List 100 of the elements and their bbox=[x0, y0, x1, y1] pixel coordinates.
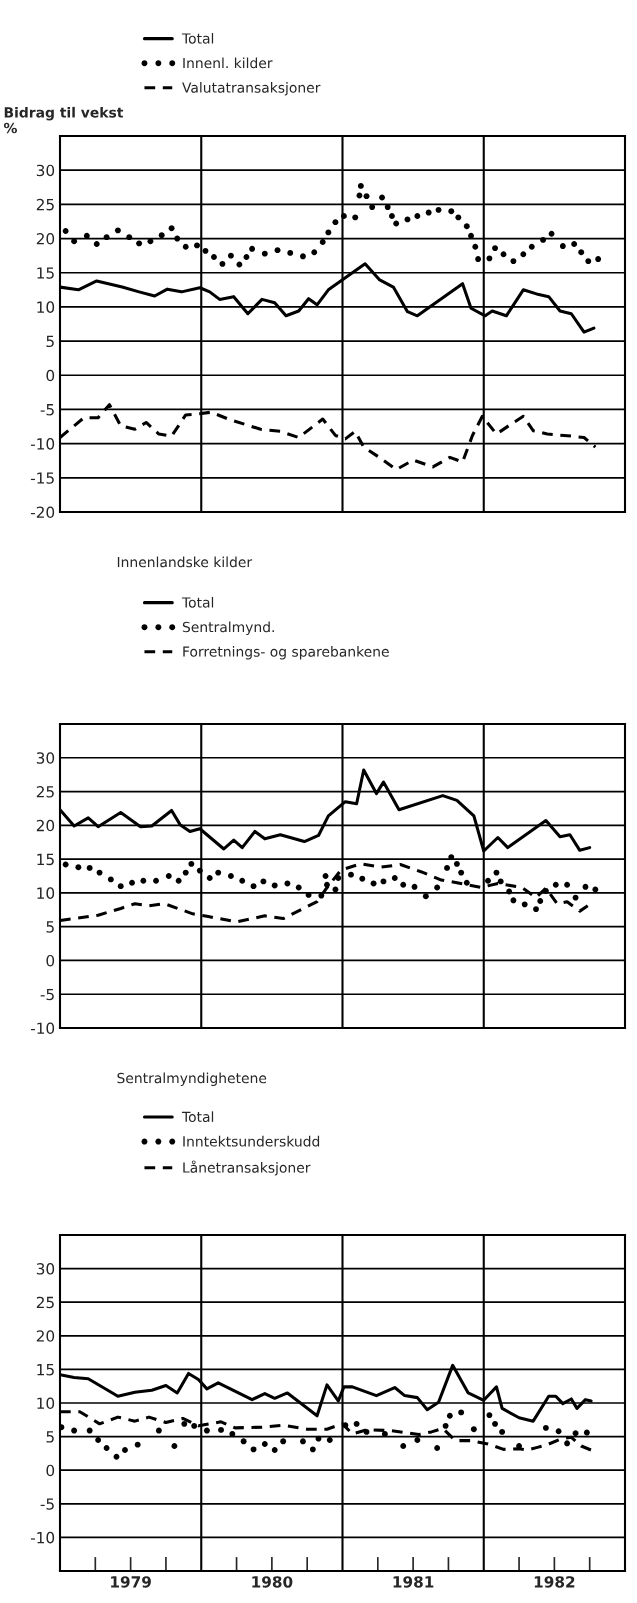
point bbox=[260, 878, 267, 885]
point bbox=[434, 1445, 441, 1451]
point bbox=[381, 1430, 388, 1437]
point bbox=[359, 875, 366, 882]
point bbox=[206, 875, 213, 881]
point bbox=[516, 1443, 523, 1449]
chart-title: Innenlandske kilder bbox=[117, 556, 253, 568]
y-tick-label: 10 bbox=[37, 887, 55, 899]
point bbox=[171, 1443, 178, 1449]
legend-label: Lånetransaksjoner bbox=[183, 1160, 311, 1176]
point bbox=[542, 1424, 549, 1431]
point bbox=[537, 898, 544, 904]
y-tick-label: -10 bbox=[30, 438, 55, 450]
point bbox=[215, 869, 222, 876]
point bbox=[107, 876, 114, 883]
point bbox=[564, 881, 571, 888]
point bbox=[181, 1420, 188, 1427]
point bbox=[552, 881, 559, 888]
y-tick-label: 25 bbox=[36, 198, 54, 211]
point bbox=[492, 1420, 498, 1427]
point bbox=[463, 879, 470, 886]
legend-label: Innenl. kilder bbox=[183, 57, 273, 69]
point bbox=[227, 873, 234, 879]
legend-label: Total bbox=[181, 32, 214, 44]
point bbox=[434, 884, 441, 891]
y-tick-label: 30 bbox=[36, 164, 55, 177]
y-tick-label: -5 bbox=[40, 404, 54, 416]
y-tick-label: 20 bbox=[36, 1330, 55, 1342]
point bbox=[318, 892, 325, 899]
point bbox=[153, 877, 159, 884]
y-tick-label: -15 bbox=[30, 472, 54, 484]
point bbox=[453, 860, 460, 867]
y-tick-label: 10 bbox=[37, 1397, 55, 1410]
legend-label: Total bbox=[181, 1111, 214, 1123]
legend-label: Sentralmynd. bbox=[182, 621, 274, 635]
point bbox=[229, 1430, 236, 1437]
y-tick-label: -10 bbox=[30, 1531, 55, 1544]
point bbox=[470, 1426, 477, 1433]
point bbox=[250, 883, 257, 890]
x-tick-label: 1982 bbox=[534, 1576, 575, 1588]
y-tick-label: 5 bbox=[46, 921, 54, 933]
legend-label: Forretnings- og sparebankene bbox=[183, 646, 389, 660]
point bbox=[458, 1409, 465, 1416]
point bbox=[533, 906, 539, 913]
point bbox=[564, 1440, 571, 1447]
point bbox=[400, 1443, 407, 1449]
point bbox=[446, 1412, 453, 1419]
y-tick-label: 15 bbox=[37, 853, 54, 866]
x-tick-label: 1981 bbox=[393, 1576, 434, 1588]
x-tick-label: 1979 bbox=[111, 1576, 151, 1588]
y-tick-label: 10 bbox=[37, 301, 55, 313]
y-tick-label: 0 bbox=[46, 954, 55, 967]
point bbox=[250, 1446, 257, 1453]
point bbox=[182, 869, 189, 876]
point bbox=[96, 869, 103, 876]
y-tick-label: -5 bbox=[40, 988, 54, 1001]
legend-label: Inntektsunderskudd bbox=[183, 1135, 320, 1147]
point bbox=[95, 1437, 102, 1443]
point bbox=[414, 1437, 421, 1443]
point bbox=[309, 1446, 316, 1453]
point bbox=[71, 1427, 78, 1434]
point bbox=[75, 864, 82, 871]
chart-title: Sentralmyndighetene bbox=[117, 1072, 267, 1086]
point bbox=[261, 1441, 268, 1447]
point bbox=[583, 1429, 590, 1436]
point bbox=[342, 1422, 349, 1429]
y-tick-label: 25 bbox=[36, 1296, 54, 1309]
point bbox=[117, 883, 124, 890]
y-tick-label: -10 bbox=[30, 1022, 55, 1035]
point bbox=[363, 1428, 370, 1435]
point bbox=[485, 877, 491, 884]
point bbox=[284, 880, 291, 887]
y-tick-label: 20 bbox=[36, 819, 55, 832]
point bbox=[555, 1428, 562, 1435]
point bbox=[191, 1422, 198, 1429]
y-tick-label: 15 bbox=[37, 1364, 54, 1376]
point bbox=[582, 883, 589, 890]
point bbox=[380, 878, 387, 885]
point bbox=[140, 877, 147, 884]
point bbox=[348, 871, 354, 878]
point bbox=[542, 887, 549, 894]
point bbox=[572, 894, 579, 901]
y-tick-label: 5 bbox=[46, 1431, 54, 1443]
point bbox=[521, 901, 528, 908]
legend-label: Valutatransaksjoner bbox=[182, 82, 321, 96]
y-tick-label: -5 bbox=[40, 1498, 54, 1510]
y-tick-label: 30 bbox=[36, 752, 55, 764]
point bbox=[315, 1435, 322, 1442]
point bbox=[411, 883, 418, 890]
point bbox=[391, 875, 398, 881]
point bbox=[134, 1441, 141, 1448]
point bbox=[239, 877, 246, 884]
y-tick-label: 15 bbox=[37, 267, 54, 279]
point bbox=[486, 1412, 493, 1419]
point bbox=[458, 869, 465, 876]
legend-label: Total bbox=[181, 596, 214, 608]
point bbox=[335, 875, 342, 881]
y-tick-label: 5 bbox=[46, 335, 54, 348]
point bbox=[300, 1438, 306, 1445]
point bbox=[60, 1424, 65, 1431]
